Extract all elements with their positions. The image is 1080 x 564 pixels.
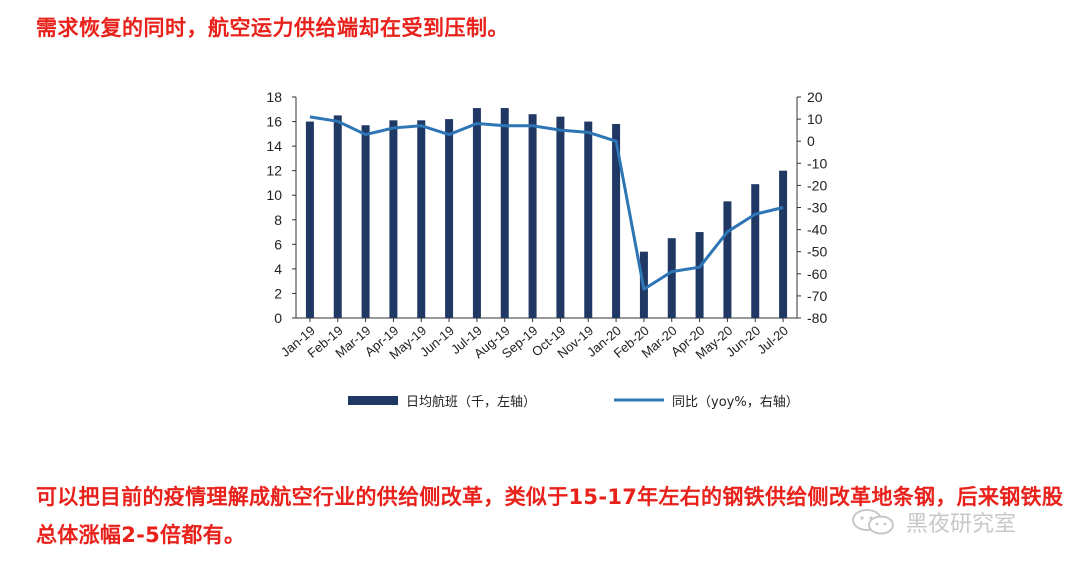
- bar: [500, 108, 509, 318]
- left-tick-label: 4: [274, 261, 282, 277]
- right-tick-label: -60: [807, 266, 827, 282]
- bar: [389, 120, 398, 318]
- right-tick-label: 10: [807, 111, 823, 127]
- bar: [751, 184, 760, 318]
- right-tick-label: -10: [807, 155, 827, 171]
- right-tick-label: 0: [807, 133, 815, 149]
- left-tick-label: 10: [266, 187, 282, 203]
- bar: [472, 108, 481, 318]
- right-tick-labels: -80 -70 -60 -50 -40 -30 -20 -10 0 10 20: [807, 89, 827, 326]
- right-tick-label: -40: [807, 222, 827, 238]
- legend-bar-swatch: [348, 396, 398, 405]
- bar-series: [305, 108, 788, 319]
- chart-legend: 日均航班（千，左轴） 同比（yoy%，右轴）: [348, 394, 799, 410]
- right-tick-label: 20: [807, 89, 823, 105]
- left-tick-label: 14: [266, 138, 282, 154]
- right-tick-label: -70: [807, 288, 827, 304]
- left-tick-label: 0: [274, 310, 282, 326]
- bar: [528, 114, 537, 318]
- right-tick-label: -20: [807, 177, 827, 193]
- wechat-icon: [852, 509, 894, 535]
- left-tick-label: 6: [274, 236, 282, 252]
- right-tick-label: -50: [807, 244, 827, 260]
- x-tick-labels: Jan-19Feb-19Mar-19Apr-19May-19Jun-19Jul-…: [278, 323, 791, 362]
- bar: [417, 120, 426, 318]
- left-tick-label: 18: [266, 89, 282, 105]
- bar: [445, 119, 454, 318]
- left-tick-labels: 0 2 4 6 8 10 12 14 16 18: [266, 89, 282, 326]
- bar: [779, 170, 788, 318]
- yoy-line: [309, 115, 784, 291]
- body-paragraph: 可以把目前的疫情理解成航空行业的供给侧改革，类似于15-17年左右的钢铁供给侧改…: [36, 485, 1064, 547]
- headline: 需求恢复的同时，航空运力供给端却在受到压制。: [36, 16, 509, 40]
- bar: [667, 238, 676, 318]
- x-tick-label: Jul-20: [754, 323, 791, 357]
- left-tick-label: 12: [266, 163, 282, 179]
- watermark-text: 黑夜研究室: [906, 512, 1017, 537]
- legend-line-label: 同比（yoy%，右轴）: [672, 395, 799, 410]
- bar: [723, 201, 732, 318]
- chart-axes: [292, 96, 801, 322]
- legend-bar-label: 日均航班（千，左轴）: [406, 394, 536, 410]
- bar: [556, 116, 565, 319]
- bar: [584, 121, 593, 318]
- bar: [695, 232, 704, 318]
- bar: [612, 124, 621, 318]
- left-tick-label: 8: [274, 212, 282, 228]
- left-tick-label: 16: [266, 114, 282, 130]
- bar: [305, 121, 314, 318]
- left-tick-label: 2: [274, 285, 282, 301]
- bar: [361, 125, 370, 318]
- right-tick-label: -30: [807, 200, 827, 216]
- watermark: 黑夜研究室: [850, 506, 1016, 538]
- right-tick-label: -80: [807, 310, 827, 326]
- bar: [333, 115, 342, 319]
- line-series: [309, 115, 784, 291]
